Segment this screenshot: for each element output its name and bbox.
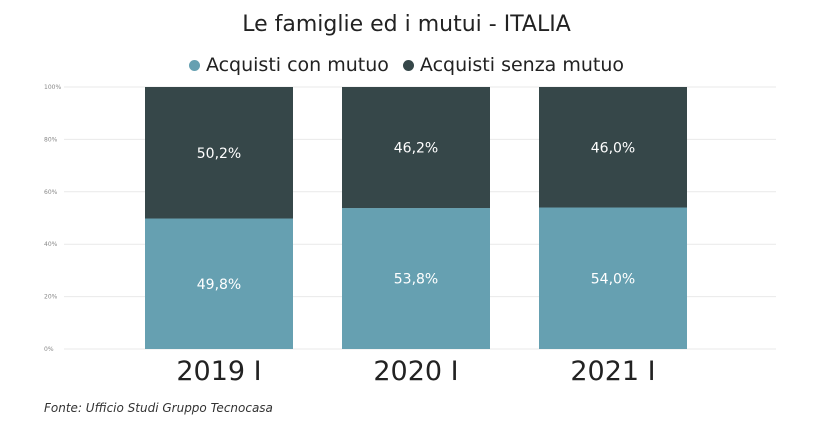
chart-legend: Acquisti con mutuo Acquisti senza mutuo <box>0 54 813 76</box>
chart-title: Le famiglie ed i mutui - ITALIA <box>242 12 571 37</box>
data-label: 54,0% <box>591 271 635 287</box>
bar-segment-senza-mutuo <box>342 87 490 209</box>
y-tick-label: 80% <box>44 136 58 143</box>
x-category-label: 2019 I <box>176 356 261 387</box>
legend-label-senza-mutuo: Acquisti senza mutuo <box>419 54 625 76</box>
legend-item-con-mutuo: Acquisti con mutuo <box>188 54 389 76</box>
y-tick-label: 100% <box>44 84 61 91</box>
x-category-label: 2021 I <box>570 356 655 387</box>
y-tick-label: 60% <box>44 189 58 196</box>
stacked-bar-chart: 0% 20% 40% 60% 80% 100% 49,8% 50,2% 2019 I 53,8% 4… <box>44 84 776 387</box>
bar-segment-senza-mutuo <box>145 87 293 219</box>
data-label: 53,8% <box>394 272 438 288</box>
legend-item-senza-mutuo: Acquisti senza mutuo <box>402 54 625 76</box>
bar-segment-senza-mutuo <box>539 87 687 208</box>
legend-swatch-con-mutuo <box>188 59 200 71</box>
data-label: 46,0% <box>591 140 635 156</box>
source-note: Fonte: Ufficio Studi Gruppo Tecnocasa <box>44 401 273 415</box>
x-category-label: 2020 I <box>373 356 458 387</box>
bar-segment-con-mutuo <box>145 218 293 349</box>
data-label: 49,8% <box>197 277 241 293</box>
legend-label-con-mutuo: Acquisti con mutuo <box>205 54 389 76</box>
y-tick-label: 40% <box>44 241 58 248</box>
y-tick-label: 0% <box>44 346 54 353</box>
data-label: 50,2% <box>197 146 241 162</box>
bar-segment-con-mutuo <box>539 207 687 349</box>
y-tick-label: 20% <box>44 294 58 301</box>
legend-swatch-senza-mutuo <box>402 59 414 71</box>
data-label: 46,2% <box>394 141 438 157</box>
bar-segment-con-mutuo <box>342 208 490 349</box>
